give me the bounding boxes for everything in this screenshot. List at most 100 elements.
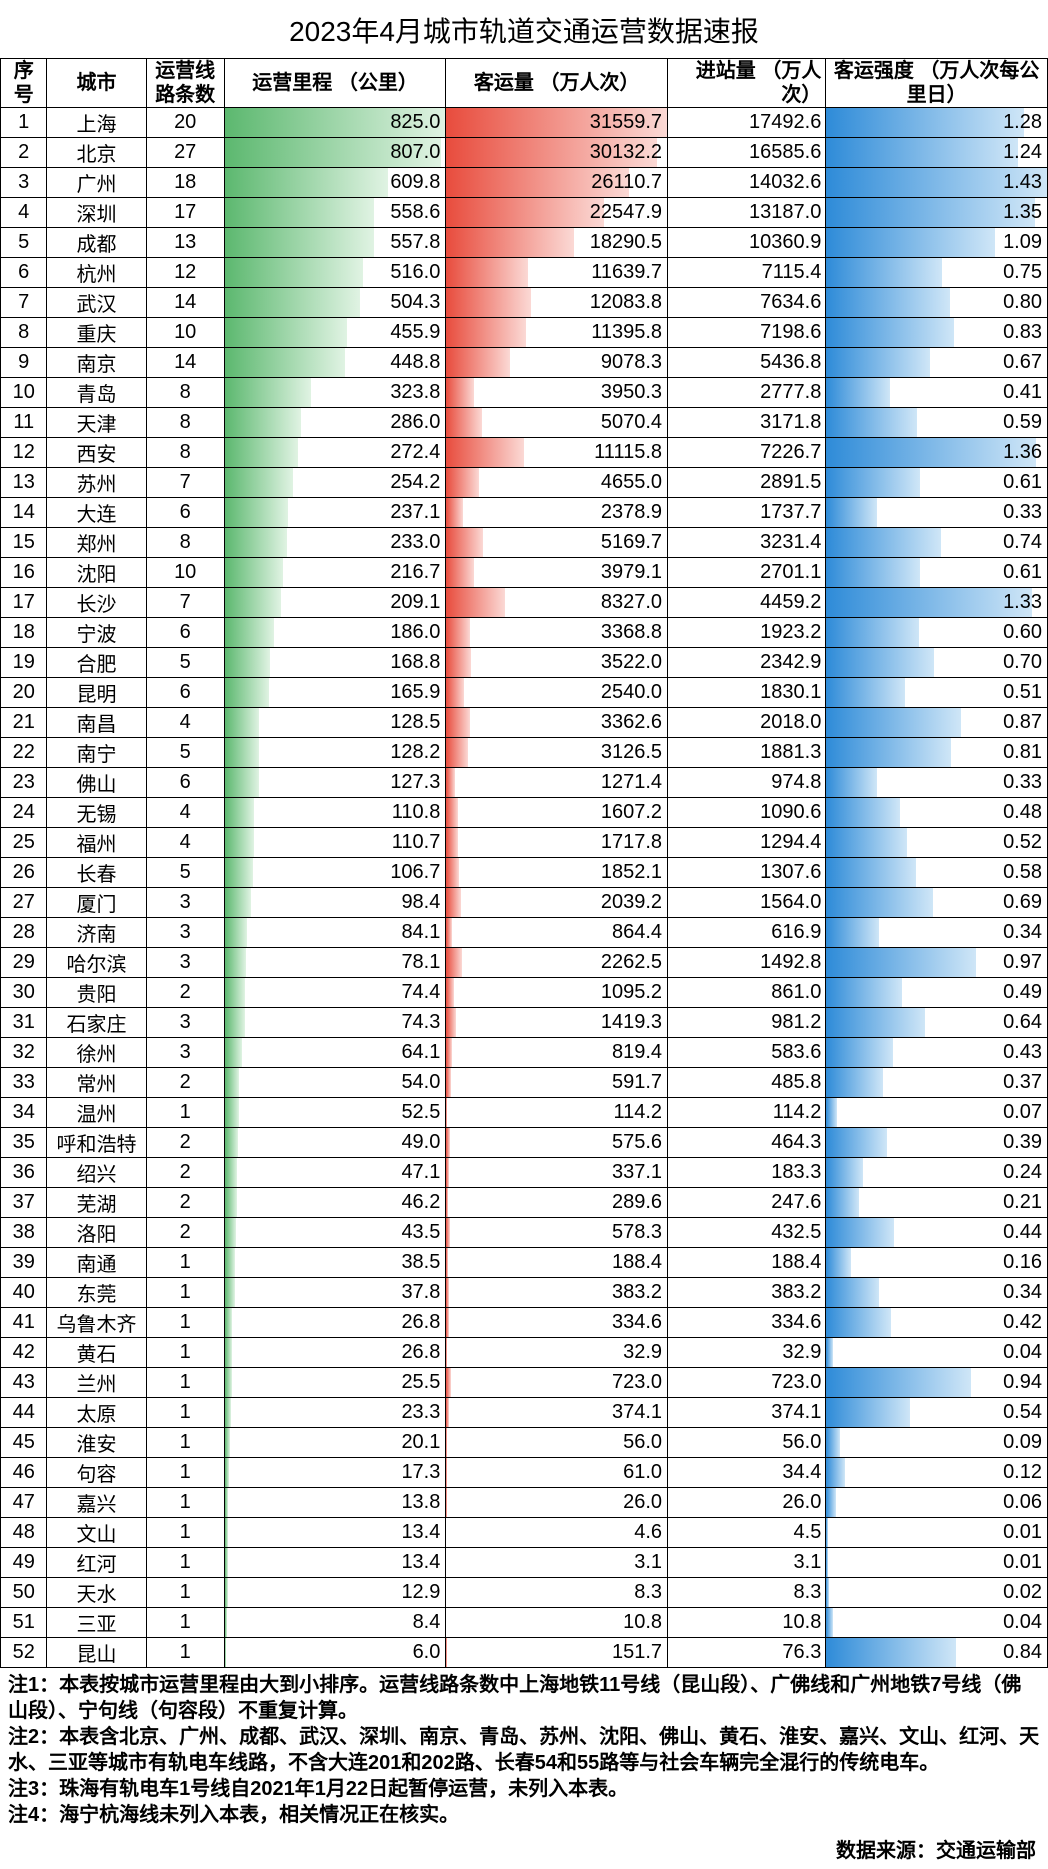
cell-entries: 26.0 [668,1488,826,1518]
notes: 注1：本表按城市运营里程由大到小排序。运营线路条数中上海地铁11号线（昆山段）、… [0,1668,1048,1832]
cell-passengers: 578.3 [446,1218,668,1248]
cell-mileage: 323.8 [224,378,446,408]
cell-city: 绍兴 [47,1158,146,1188]
cell-idx: 26 [1,858,47,888]
cell-mileage: 74.4 [224,978,446,1008]
cell-idx: 18 [1,618,47,648]
cell-idx: 20 [1,678,47,708]
table-row: 40 东莞 1 37.8 383.2 383.2 0.34 [1,1278,1048,1308]
table-row: 47 嘉兴 1 13.8 26.0 26.0 0.06 [1,1488,1048,1518]
cell-entries: 1830.1 [668,678,826,708]
cell-passengers: 2378.9 [446,498,668,528]
table-row: 27 厦门 3 98.4 2039.2 1564.0 0.69 [1,888,1048,918]
cell-city: 无锡 [47,798,146,828]
cell-passengers: 723.0 [446,1368,668,1398]
cell-passengers: 188.4 [446,1248,668,1278]
cell-passengers: 114.2 [446,1098,668,1128]
cell-idx: 24 [1,798,47,828]
cell-idx: 41 [1,1308,47,1338]
cell-mileage: 98.4 [224,888,446,918]
table-row: 20 昆明 6 165.9 2540.0 1830.1 0.51 [1,678,1048,708]
cell-lines: 7 [146,468,224,498]
cell-entries: 183.3 [668,1158,826,1188]
cell-lines: 1 [146,1248,224,1278]
cell-city: 三亚 [47,1608,146,1638]
cell-mileage: 17.3 [224,1458,446,1488]
cell-passengers: 374.1 [446,1398,668,1428]
cell-entries: 7198.6 [668,318,826,348]
cell-city: 合肥 [47,648,146,678]
cell-entries: 14032.6 [668,168,826,198]
table-row: 4 深圳 17 558.6 22547.9 13187.0 1.35 [1,198,1048,228]
cell-entries: 76.3 [668,1638,826,1668]
table-row: 3 广州 18 609.8 26110.7 14032.6 1.43 [1,168,1048,198]
cell-intensity: 0.01 [826,1518,1048,1548]
cell-idx: 51 [1,1608,47,1638]
cell-idx: 9 [1,348,47,378]
cell-lines: 13 [146,228,224,258]
cell-passengers: 3950.3 [446,378,668,408]
table-row: 36 绍兴 2 47.1 337.1 183.3 0.24 [1,1158,1048,1188]
cell-mileage: 49.0 [224,1128,446,1158]
cell-mileage: 74.3 [224,1008,446,1038]
cell-passengers: 30132.2 [446,138,668,168]
cell-passengers: 337.1 [446,1158,668,1188]
cell-passengers: 819.4 [446,1038,668,1068]
cell-intensity: 0.54 [826,1398,1048,1428]
table-row: 29 哈尔滨 3 78.1 2262.5 1492.8 0.97 [1,948,1048,978]
cell-intensity: 0.81 [826,738,1048,768]
cell-idx: 49 [1,1548,47,1578]
cell-mileage: 25.5 [224,1368,446,1398]
cell-lines: 8 [146,528,224,558]
cell-passengers: 2039.2 [446,888,668,918]
cell-intensity: 0.94 [826,1368,1048,1398]
cell-lines: 1 [146,1458,224,1488]
cell-mileage: 128.2 [224,738,446,768]
cell-mileage: 128.5 [224,708,446,738]
note-line: 注1：本表按城市运营里程由大到小排序。运营线路条数中上海地铁11号线（昆山段）、… [8,1672,1040,1724]
cell-idx: 34 [1,1098,47,1128]
cell-lines: 8 [146,378,224,408]
cell-lines: 1 [146,1518,224,1548]
cell-mileage: 448.8 [224,348,446,378]
cell-passengers: 1419.3 [446,1008,668,1038]
cell-city: 青岛 [47,378,146,408]
cell-mileage: 233.0 [224,528,446,558]
cell-city: 重庆 [47,318,146,348]
cell-city: 文山 [47,1518,146,1548]
cell-idx: 29 [1,948,47,978]
col-entries-header: 进站量 （万人次） [668,59,826,108]
cell-passengers: 56.0 [446,1428,668,1458]
cell-intensity: 0.33 [826,498,1048,528]
cell-entries: 4459.2 [668,588,826,618]
cell-lines: 14 [146,348,224,378]
cell-intensity: 0.42 [826,1308,1048,1338]
table-row: 51 三亚 1 8.4 10.8 10.8 0.04 [1,1608,1048,1638]
cell-intensity: 0.64 [826,1008,1048,1038]
cell-lines: 2 [146,978,224,1008]
cell-entries: 13187.0 [668,198,826,228]
cell-idx: 47 [1,1488,47,1518]
table-row: 2 北京 27 807.0 30132.2 16585.6 1.24 [1,138,1048,168]
cell-city: 呼和浩特 [47,1128,146,1158]
cell-passengers: 591.7 [446,1068,668,1098]
cell-lines: 27 [146,138,224,168]
cell-idx: 1 [1,108,47,138]
cell-entries: 34.4 [668,1458,826,1488]
cell-passengers: 26.0 [446,1488,668,1518]
cell-idx: 36 [1,1158,47,1188]
cell-entries: 432.5 [668,1218,826,1248]
cell-passengers: 31559.7 [446,108,668,138]
cell-passengers: 575.6 [446,1128,668,1158]
cell-city: 南昌 [47,708,146,738]
cell-lines: 3 [146,1008,224,1038]
cell-intensity: 0.44 [826,1218,1048,1248]
cell-mileage: 286.0 [224,408,446,438]
cell-intensity: 0.59 [826,408,1048,438]
cell-passengers: 334.6 [446,1308,668,1338]
cell-entries: 981.2 [668,1008,826,1038]
cell-entries: 188.4 [668,1248,826,1278]
cell-lines: 5 [146,858,224,888]
cell-intensity: 0.52 [826,828,1048,858]
note-line: 注2：本表含北京、广州、成都、武汉、深圳、南京、青岛、苏州、沈阳、佛山、黄石、淮… [8,1724,1040,1776]
